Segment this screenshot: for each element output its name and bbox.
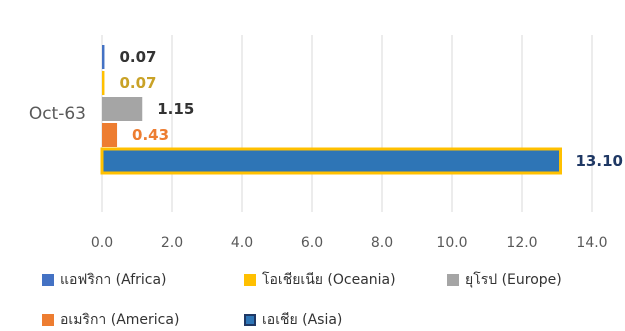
bar-europe [102, 97, 143, 121]
legend-swatch-africa [42, 274, 54, 286]
x-tick-label: 2.0 [161, 235, 183, 251]
value-label-africa: 0.07 [119, 48, 156, 66]
value-label-oceania: 0.07 [119, 74, 156, 92]
legend-swatch-europe [447, 274, 459, 286]
grid-lines [101, 35, 593, 212]
x-axis-ticks: 0.0 2.0 4.0 6.0 8.0 10.0 12.0 14.0 [91, 235, 608, 251]
legend-label-asia: เอเชีย (Asia) [262, 312, 343, 328]
legend-label-america: อเมริกา (America) [60, 312, 180, 328]
value-label-asia: 13.10 [576, 152, 623, 170]
legend-swatch-asia [244, 314, 256, 326]
legend: แอฟริกา (Africa) โอเชียเนีย (Oceania) ยุ… [42, 264, 622, 328]
legend-label-africa: แอฟริกา (Africa) [60, 272, 167, 288]
x-tick-label: 4.0 [231, 235, 253, 251]
legend-label-europe: ยุโรป (Europe) [465, 272, 562, 288]
x-tick-label: 10.0 [436, 235, 467, 251]
legend-item-europe: ยุโรป (Europe) [447, 269, 562, 291]
legend-swatch-america [42, 314, 54, 326]
legend-item-asia: เอเชีย (Asia) [244, 309, 342, 331]
bar-america [102, 123, 118, 147]
value-label-europe: 1.15 [157, 100, 194, 118]
value-label-america: 0.43 [132, 126, 169, 144]
bar-oceania [102, 71, 105, 95]
x-tick-label: 14.0 [576, 235, 607, 251]
x-tick-label: 6.0 [301, 235, 323, 251]
category-label: Oct-63 [29, 104, 86, 124]
legend-item-america: อเมริกา (America) [42, 309, 179, 331]
bar-asia [100, 147, 562, 175]
legend-item-africa: แอฟริกา (Africa) [42, 269, 167, 291]
x-tick-label: 12.0 [506, 235, 537, 251]
bar-africa [102, 45, 105, 69]
x-tick-label: 0.0 [91, 235, 113, 251]
legend-swatch-oceania [244, 274, 256, 286]
legend-label-oceania: โอเชียเนีย (Oceania) [262, 272, 396, 288]
legend-item-oceania: โอเชียเนีย (Oceania) [244, 269, 396, 291]
x-tick-label: 8.0 [371, 235, 393, 251]
bar-group [100, 45, 562, 175]
